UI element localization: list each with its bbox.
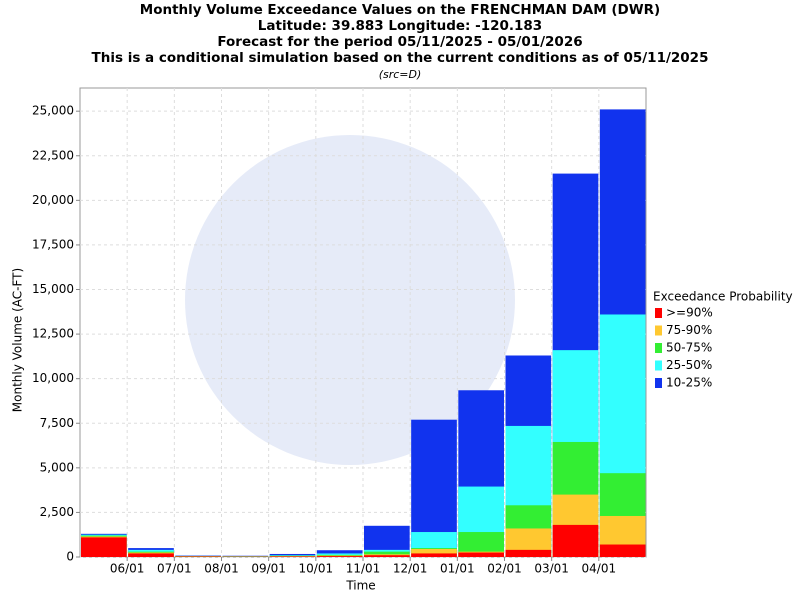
x-tick-label: 03/01	[534, 562, 569, 576]
legend-swatch	[655, 378, 662, 388]
title-line: This is a conditional simulation based o…	[92, 50, 709, 66]
bar	[128, 553, 174, 557]
title-line: Forecast for the period 05/11/2025 - 05/…	[217, 34, 582, 50]
bar	[81, 537, 127, 557]
y-tick-label: 2,500	[40, 505, 74, 519]
y-axis-label: Monthly Volume (AC-FT)	[11, 268, 25, 412]
x-tick-label: 04/01	[582, 562, 617, 576]
x-tick-label: 09/01	[251, 562, 286, 576]
x-axis-label: Time	[345, 579, 375, 593]
legend-label: 10-25%	[666, 376, 712, 390]
y-tick-label: 15,000	[32, 282, 74, 296]
subtitle: (src=D)	[379, 68, 422, 81]
legend-label: 50-75%	[666, 341, 712, 355]
bar	[458, 552, 504, 557]
x-tick-label: 10/01	[299, 562, 334, 576]
legend-swatch	[655, 360, 662, 371]
legend-label: 75-90%	[666, 323, 712, 337]
y-tick-label: 0	[66, 550, 74, 564]
bar	[552, 524, 599, 557]
legend-label: >=90%	[666, 306, 713, 320]
x-tick-label: 07/01	[157, 562, 192, 576]
y-tick-label: 5,000	[40, 460, 74, 474]
y-tick-label: 20,000	[32, 193, 74, 207]
y-tick-label: 17,500	[32, 237, 74, 251]
legend-swatch	[655, 343, 662, 353]
watermark	[185, 135, 515, 465]
x-tick-label: 12/01	[393, 562, 428, 576]
bar	[175, 556, 221, 557]
y-tick-label: 12,500	[32, 327, 74, 341]
bar	[411, 548, 457, 557]
legend-title: Exceedance Probability	[653, 290, 793, 304]
y-tick-label: 25,000	[32, 104, 74, 118]
x-tick-label: 02/01	[487, 562, 522, 576]
bar	[411, 553, 457, 557]
bar	[316, 556, 363, 557]
x-tick-label: 01/01	[440, 562, 475, 576]
x-tick-label: 06/01	[110, 562, 145, 576]
y-tick-label: 22,500	[32, 148, 74, 162]
x-tick-label: 08/01	[204, 562, 239, 576]
x-tick-label: 11/01	[346, 562, 381, 576]
legend-swatch	[655, 325, 662, 336]
bar	[505, 549, 552, 557]
y-tick-label: 10,000	[32, 371, 74, 385]
legend-label: 25-50%	[666, 358, 712, 372]
bar	[364, 555, 410, 557]
bar	[599, 544, 646, 557]
title-line: Latitude: 39.883 Longitude: -120.183	[258, 18, 542, 34]
bar	[269, 556, 316, 557]
legend-swatch	[655, 308, 662, 318]
title-line: Monthly Volume Exceedance Values on the …	[140, 2, 660, 18]
y-tick-label: 7,500	[40, 416, 74, 430]
